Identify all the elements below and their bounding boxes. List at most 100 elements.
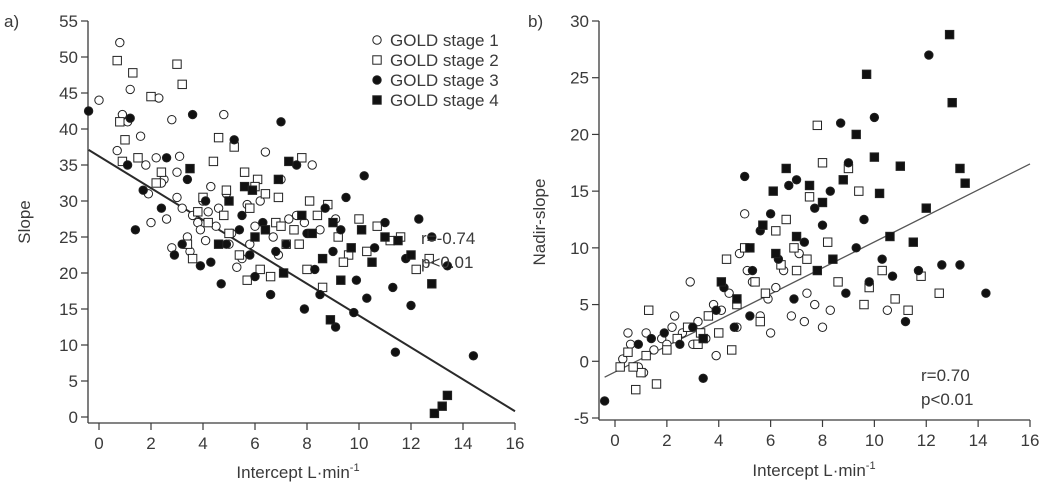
data-point [724,288,734,298]
data-point [133,153,143,163]
data-point [94,95,104,105]
data-point [112,145,122,156]
data-point [828,254,838,264]
data-point [341,192,351,203]
data-point [804,180,815,191]
data-point [221,239,232,249]
data-point [885,231,895,242]
y-tick-label: 5 [580,296,589,315]
data-point [284,156,294,167]
data-point [750,277,760,287]
data-point [273,192,284,203]
y-tick-label: 0 [580,352,589,371]
panel-b-annotation-p: p<0.01 [921,390,973,409]
data-point [369,243,380,253]
panel-a-x-axis-label: Intercept L·min-1 [236,462,359,482]
data-point [887,271,898,281]
data-point [669,311,680,321]
panel-a-points [83,37,479,419]
data-point [367,257,377,267]
data-point [125,113,135,123]
x-tick-label: 6 [250,434,259,453]
data-point [320,203,330,213]
data-point [882,305,893,315]
data-point [851,243,861,253]
data-point [662,345,672,355]
data-point [325,315,336,325]
data-point [203,207,213,217]
data-point [338,257,349,267]
data-point [406,250,416,260]
data-point [981,288,991,298]
data-point [346,243,356,253]
data-point [861,69,872,80]
y-tick-label: 30 [570,12,589,31]
data-point [747,265,758,276]
data-point [649,345,659,355]
data-point [174,151,185,162]
data-point [802,288,812,298]
data-point [156,203,167,213]
data-point [315,225,325,235]
data-point [921,203,931,213]
data-point [877,254,887,264]
data-point [299,304,310,314]
data-point [810,299,820,310]
data-point [758,220,768,230]
data-point [810,203,820,213]
data-point [851,129,861,140]
data-point [789,294,799,304]
data-point [297,153,307,163]
data-point [812,265,823,276]
data-point [937,260,947,270]
data-point [294,239,304,249]
panel-a-label: a) [4,12,19,31]
data-point [245,203,255,213]
legend-marker [372,35,382,45]
data-point [755,316,765,327]
data-point [276,221,286,231]
data-point [330,322,341,332]
data-point [854,186,864,196]
data-point [156,167,167,177]
data-point [791,265,802,276]
data-point [208,156,219,167]
y-tick-label: -5 [574,409,589,428]
data-point [631,384,641,395]
data-point [213,203,224,213]
data-point [784,180,794,191]
data-point [247,185,258,195]
data-point [791,231,802,242]
data-point [349,307,359,318]
y-tick-label: 15 [570,182,589,201]
data-point [291,160,302,170]
data-point [304,196,315,206]
data-point [835,118,846,128]
data-point [623,347,633,357]
data-point [284,214,294,224]
data-point [146,91,156,102]
data-point [636,367,646,378]
y-tick-label: 10 [570,239,589,258]
legend-label: GOLD stage 2 [390,51,499,70]
x-tick-label: 2 [146,434,155,453]
x-tick-label: 10 [350,434,369,453]
data-point [864,277,874,287]
x-tick-label: 0 [610,431,619,450]
data-point [960,178,970,188]
legend-marker [372,75,382,85]
data-point [141,160,151,170]
data-point [812,120,823,131]
data-point [206,257,216,267]
data-point [237,210,247,221]
data-point [359,171,369,181]
y-tick-label: 40 [59,120,78,139]
data-point [138,185,148,195]
data-point [239,167,250,177]
data-point [200,196,211,206]
data-point [739,209,750,219]
panel-a-ticks: 0 5 10 15 20 25 30 35 40 45 50 55 0 2 4 6 8 10 12 14 16 [59,12,524,453]
legend-marker [372,55,382,65]
x-tick-label: 8 [818,431,827,450]
